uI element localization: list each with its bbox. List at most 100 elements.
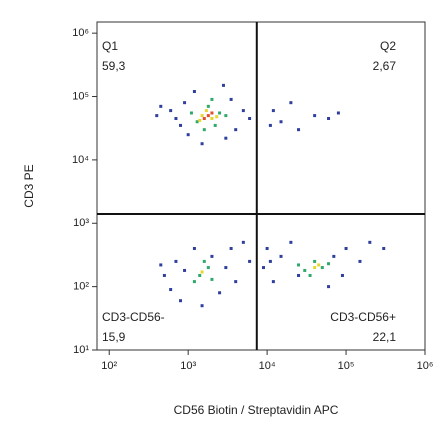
dot <box>186 133 190 137</box>
dot <box>248 117 252 121</box>
x-tick-label: 10³ <box>180 360 196 372</box>
dot <box>169 109 173 113</box>
dot <box>248 259 252 263</box>
dot <box>155 114 159 118</box>
dot <box>224 136 228 140</box>
dot <box>317 263 321 267</box>
dot <box>234 128 238 132</box>
dot <box>218 291 222 295</box>
quadrant-value: 2,67 <box>373 59 397 73</box>
quadrant-value: 22,1 <box>373 330 397 344</box>
dot <box>200 270 204 274</box>
dot <box>262 266 266 270</box>
dot <box>327 117 331 121</box>
dot <box>162 273 166 277</box>
dot <box>313 259 317 263</box>
dot <box>221 83 225 87</box>
dot <box>179 123 183 127</box>
dot <box>198 273 202 277</box>
dot <box>224 266 228 270</box>
dot <box>192 246 196 250</box>
dot <box>289 101 293 105</box>
dot <box>320 266 324 270</box>
dot <box>215 115 219 119</box>
x-axis-label: CD56 Biotin / Streptavidin APC <box>174 403 339 417</box>
dot <box>313 266 317 270</box>
dot <box>336 111 340 115</box>
dot <box>200 114 204 118</box>
quadrant-name: Q2 <box>380 39 396 53</box>
dot <box>206 266 210 270</box>
x-tick-label: 10⁴ <box>259 360 276 372</box>
dot <box>224 114 228 118</box>
dot <box>218 111 222 115</box>
dot <box>213 123 217 127</box>
dot <box>308 273 312 277</box>
y-tick-label: 10⁴ <box>72 154 89 166</box>
dot <box>200 142 204 146</box>
quadrant-name: CD3-CD56+ <box>330 310 396 324</box>
y-axis-label: CD3 PE <box>22 164 36 207</box>
dot <box>206 104 210 108</box>
dot <box>159 104 163 108</box>
dot <box>169 288 173 292</box>
dot <box>358 259 362 263</box>
dot <box>382 246 386 250</box>
dot <box>183 101 187 105</box>
dot <box>279 254 283 258</box>
dot <box>234 280 238 284</box>
dot <box>210 117 214 121</box>
dot <box>297 128 301 132</box>
dot <box>268 259 272 263</box>
dot <box>241 109 245 113</box>
dot <box>303 268 307 272</box>
dot <box>202 259 206 263</box>
quadrant-name: Q1 <box>102 39 118 53</box>
dot <box>174 259 178 263</box>
dot <box>229 97 233 101</box>
dot <box>210 254 214 258</box>
dot <box>332 254 336 258</box>
y-tick-label: 10³ <box>73 217 89 229</box>
dot <box>195 120 199 124</box>
dot <box>279 120 283 124</box>
dot <box>204 109 208 113</box>
dot <box>192 280 196 284</box>
x-tick-label: 10² <box>101 360 117 372</box>
dot <box>210 111 214 115</box>
dot <box>368 240 372 244</box>
dot <box>210 97 214 101</box>
dot <box>344 246 348 250</box>
dot <box>265 246 269 250</box>
dot <box>210 277 214 281</box>
dot <box>179 299 183 303</box>
y-tick-label: 10⁶ <box>72 27 89 39</box>
dot <box>198 118 202 122</box>
y-tick-label: 10² <box>73 281 89 293</box>
quadrant-value: 59,3 <box>102 59 126 73</box>
dot <box>206 114 210 118</box>
dot <box>268 123 272 127</box>
dot <box>271 109 275 113</box>
dot <box>192 90 196 94</box>
dot <box>174 117 178 121</box>
dot <box>297 273 301 277</box>
dot <box>271 280 275 284</box>
plot-frame <box>96 21 426 351</box>
dot <box>327 262 331 266</box>
dot <box>229 246 233 250</box>
dot <box>202 128 206 132</box>
dot <box>189 111 193 115</box>
y-tick-label: 10¹ <box>73 344 89 356</box>
dot <box>297 263 301 267</box>
y-tick-label: 10⁵ <box>72 90 89 102</box>
dot <box>200 304 204 308</box>
dot <box>183 268 187 272</box>
quadrant-name: CD3-CD56- <box>102 310 165 324</box>
dot <box>327 285 331 289</box>
x-tick-label: 10⁵ <box>338 360 355 372</box>
dot <box>241 240 245 244</box>
dot <box>340 273 344 277</box>
dot <box>202 117 206 121</box>
